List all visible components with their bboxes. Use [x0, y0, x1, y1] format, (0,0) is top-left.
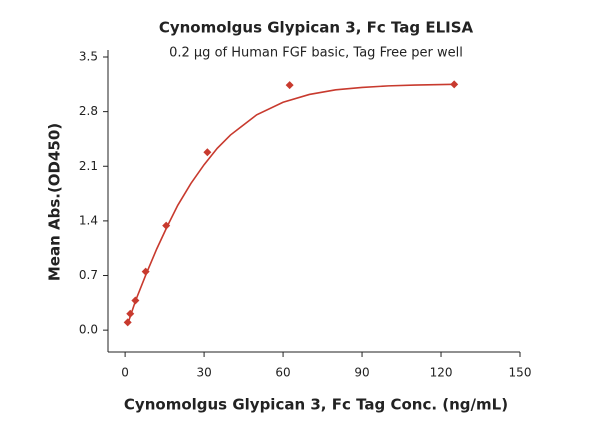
data-point: [123, 318, 132, 327]
x-tick-label: 0: [121, 366, 129, 380]
data-point: [162, 221, 171, 230]
y-tick-label: 2.1: [79, 159, 98, 173]
data-point: [285, 81, 294, 90]
y-axis-title: Mean Abs.(OD450): [46, 123, 64, 281]
y-tick-label: 1.4: [79, 213, 98, 227]
data-point: [131, 296, 140, 305]
x-tick-label: 150: [509, 366, 532, 380]
y-tick-label: 3.5: [79, 50, 98, 64]
y-tick-label: 2.8: [79, 104, 98, 118]
data-point: [126, 309, 135, 318]
x-tick-label: 90: [354, 366, 369, 380]
y-tick-label: 0.0: [79, 323, 98, 337]
x-tick-label: 30: [196, 366, 211, 380]
data-point: [203, 148, 212, 157]
chart-title: Cynomolgus Glypican 3, Fc Tag ELISA: [159, 19, 474, 37]
y-tick-label: 0.7: [79, 268, 98, 282]
data-point: [141, 267, 150, 276]
x-tick-label: 120: [430, 366, 453, 380]
fit-curve: [126, 83, 455, 325]
data-point: [450, 80, 459, 89]
x-axis-title: Cynomolgus Glypican 3, Fc Tag Conc. (ng/…: [124, 396, 508, 414]
chart-subtitle: 0.2 μg of Human FGF basic, Tag Free per …: [169, 46, 463, 61]
x-tick-label: 60: [275, 366, 290, 380]
